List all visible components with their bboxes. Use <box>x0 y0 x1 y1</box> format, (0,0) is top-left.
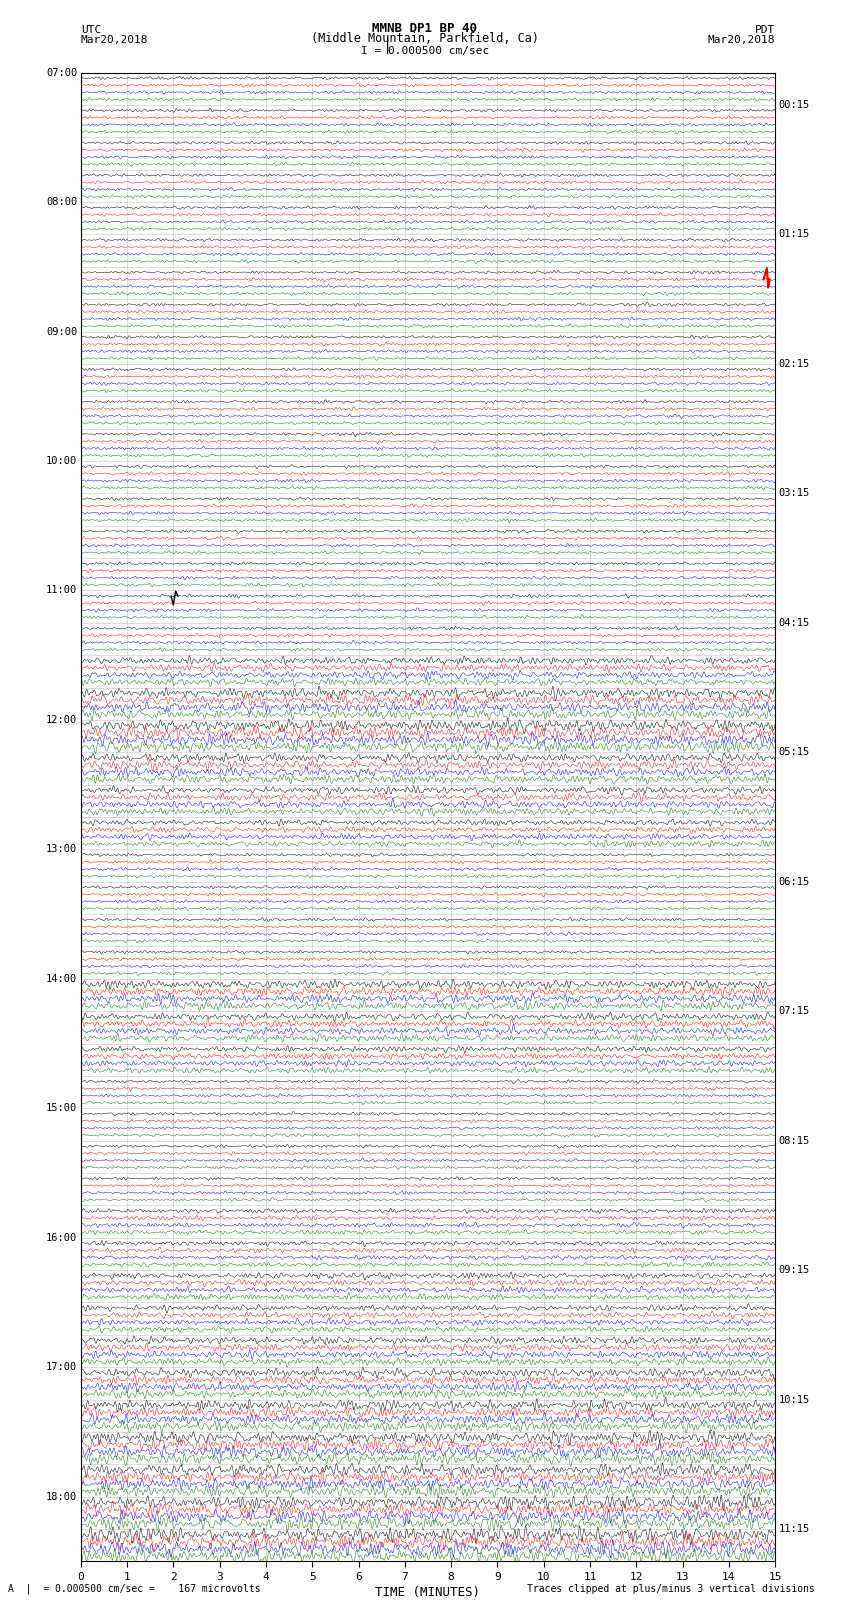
Text: 08:00: 08:00 <box>46 197 77 206</box>
Text: 14:00: 14:00 <box>46 974 77 984</box>
Text: 11:15: 11:15 <box>779 1524 810 1534</box>
X-axis label: TIME (MINUTES): TIME (MINUTES) <box>376 1586 480 1598</box>
Text: I = 0.000500 cm/sec: I = 0.000500 cm/sec <box>361 45 489 56</box>
Text: 15:00: 15:00 <box>46 1103 77 1113</box>
Text: 10:15: 10:15 <box>779 1395 810 1405</box>
Text: 05:15: 05:15 <box>779 747 810 756</box>
Text: 07:15: 07:15 <box>779 1007 810 1016</box>
Text: 11:00: 11:00 <box>46 586 77 595</box>
Text: MMNB DP1 BP 40: MMNB DP1 BP 40 <box>372 21 478 35</box>
Text: 12:00: 12:00 <box>46 715 77 724</box>
Text: 17:00: 17:00 <box>46 1363 77 1373</box>
Text: 03:15: 03:15 <box>779 489 810 498</box>
Text: 09:15: 09:15 <box>779 1265 810 1276</box>
Text: Mar20,2018: Mar20,2018 <box>708 35 775 45</box>
Text: 13:00: 13:00 <box>46 844 77 855</box>
Text: 01:15: 01:15 <box>779 229 810 239</box>
Text: 04:15: 04:15 <box>779 618 810 627</box>
Text: 18:00: 18:00 <box>46 1492 77 1502</box>
Text: 09:00: 09:00 <box>46 326 77 337</box>
Text: PDT: PDT <box>755 24 775 35</box>
Text: A  |  = 0.000500 cm/sec =    167 microvolts: A | = 0.000500 cm/sec = 167 microvolts <box>8 1582 261 1594</box>
Text: 06:15: 06:15 <box>779 877 810 887</box>
Text: 16:00: 16:00 <box>46 1232 77 1242</box>
Text: 08:15: 08:15 <box>779 1136 810 1145</box>
Text: |: | <box>383 39 392 53</box>
Text: 00:15: 00:15 <box>779 100 810 110</box>
Text: 07:00: 07:00 <box>46 68 77 77</box>
Text: Mar20,2018: Mar20,2018 <box>81 35 148 45</box>
Text: 10:00: 10:00 <box>46 456 77 466</box>
Text: UTC: UTC <box>81 24 101 35</box>
Text: (Middle Mountain, Parkfield, Ca): (Middle Mountain, Parkfield, Ca) <box>311 32 539 45</box>
Text: Traces clipped at plus/minus 3 vertical divisions: Traces clipped at plus/minus 3 vertical … <box>527 1584 815 1594</box>
Text: 02:15: 02:15 <box>779 358 810 369</box>
